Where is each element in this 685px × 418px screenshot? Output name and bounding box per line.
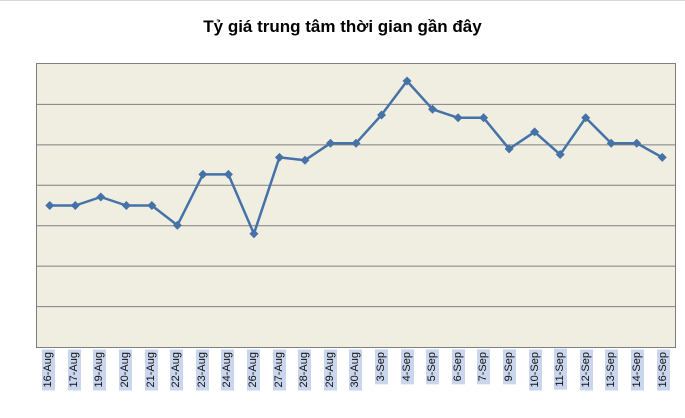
- data-point-marker: [45, 201, 55, 210]
- data-point-marker: [377, 110, 387, 120]
- data-point-marker: [147, 201, 157, 210]
- x-axis-label: 13-Sep: [605, 349, 619, 391]
- x-axis-label: 28-Aug: [298, 349, 312, 391]
- x-axis-label: 23-Aug: [195, 349, 209, 391]
- x-axis-label-slot: 11-Sep: [548, 349, 574, 415]
- data-point-marker: [606, 138, 616, 148]
- data-point-marker: [428, 104, 438, 114]
- data-point-marker: [453, 113, 463, 123]
- data-point-marker: [172, 220, 182, 230]
- x-axis-label-slot: 20-Aug: [113, 349, 139, 415]
- x-axis-label-slot: 10-Sep: [522, 349, 548, 415]
- x-axis-label-slot: 21-Aug: [138, 349, 164, 415]
- x-axis-label-slot: 16-Sep: [650, 349, 676, 415]
- x-axis-labels: 16-Aug 17-Aug 19-Aug 20-Aug 21-Aug 22-Aug 23-A…: [36, 349, 676, 415]
- data-point-marker: [96, 192, 106, 202]
- x-axis-label-slot: 6-Sep: [446, 349, 472, 415]
- x-axis-label-slot: 30-Aug: [343, 349, 369, 415]
- x-axis-label: 3-Sep: [375, 349, 389, 385]
- x-axis-label: 17-Aug: [67, 349, 81, 391]
- x-axis-label: 16-Aug: [42, 349, 56, 391]
- x-axis-label-slot: 3-Sep: [369, 349, 395, 415]
- x-axis-label: 27-Aug: [272, 349, 286, 391]
- x-axis-label: 26-Aug: [247, 349, 261, 391]
- x-axis-label-slot: 23-Aug: [190, 349, 216, 415]
- data-point-marker: [657, 152, 667, 162]
- chart-title: Tỷ giá trung tâm thời gian gần đây: [203, 17, 482, 36]
- data-point-marker: [274, 152, 284, 162]
- data-point-marker: [402, 76, 412, 86]
- x-axis-label-slot: 9-Sep: [497, 349, 523, 415]
- x-axis-label-slot: 4-Sep: [394, 349, 420, 415]
- x-axis-label: 22-Aug: [170, 349, 184, 391]
- x-axis-label-slot: 14-Sep: [625, 349, 651, 415]
- data-point-marker: [121, 201, 131, 210]
- data-point-marker: [325, 138, 335, 148]
- data-point-marker: [70, 201, 80, 210]
- data-point-marker: [249, 229, 259, 239]
- x-axis-label: 16-Sep: [656, 349, 670, 391]
- x-axis-label: 29-Aug: [323, 349, 337, 391]
- x-axis-label: 14-Sep: [630, 349, 644, 391]
- x-axis-label: 10-Sep: [528, 349, 542, 391]
- x-axis-label-slot: 17-Aug: [62, 349, 88, 415]
- x-axis-label: 6-Sep: [451, 349, 465, 385]
- x-axis-label: 21-Aug: [144, 349, 158, 391]
- data-point-marker: [581, 113, 591, 123]
- x-axis-label: 19-Aug: [93, 349, 107, 391]
- data-point-marker: [530, 127, 540, 137]
- x-axis-label-slot: 26-Aug: [241, 349, 267, 415]
- x-axis-label-slot: 28-Aug: [292, 349, 318, 415]
- data-point-marker: [223, 169, 233, 179]
- x-axis-label-slot: 5-Sep: [420, 349, 446, 415]
- data-point-marker: [632, 138, 642, 148]
- x-axis-label-slot: 24-Aug: [215, 349, 241, 415]
- x-axis-label: 4-Sep: [400, 349, 414, 385]
- data-point-marker: [300, 155, 310, 165]
- x-axis-label: 9-Sep: [502, 349, 516, 385]
- data-point-marker: [479, 113, 489, 123]
- x-axis-label: 20-Aug: [119, 349, 133, 391]
- data-point-marker: [504, 144, 514, 154]
- x-axis-label: 11-Sep: [554, 349, 568, 390]
- x-axis-label: 7-Sep: [477, 349, 491, 385]
- x-axis-label: 24-Aug: [221, 349, 235, 391]
- x-axis-label-slot: 29-Aug: [318, 349, 344, 415]
- x-axis-label-slot: 22-Aug: [164, 349, 190, 415]
- x-axis-label: 5-Sep: [426, 349, 440, 385]
- x-axis-label: 30-Aug: [349, 349, 363, 391]
- x-axis-label-slot: 12-Sep: [573, 349, 599, 415]
- data-point-marker: [351, 138, 361, 148]
- x-axis-label: 12-Sep: [579, 349, 593, 391]
- x-axis-label-slot: 13-Sep: [599, 349, 625, 415]
- data-point-marker: [198, 169, 208, 179]
- data-point-marker: [555, 150, 565, 160]
- x-axis-label-slot: 7-Sep: [471, 349, 497, 415]
- x-axis-label-slot: 16-Aug: [36, 349, 62, 415]
- x-axis-label-slot: 27-Aug: [266, 349, 292, 415]
- x-axis-label-slot: 19-Aug: [87, 349, 113, 415]
- line-chart-svg: [37, 76, 675, 308]
- plot-area: [36, 63, 676, 348]
